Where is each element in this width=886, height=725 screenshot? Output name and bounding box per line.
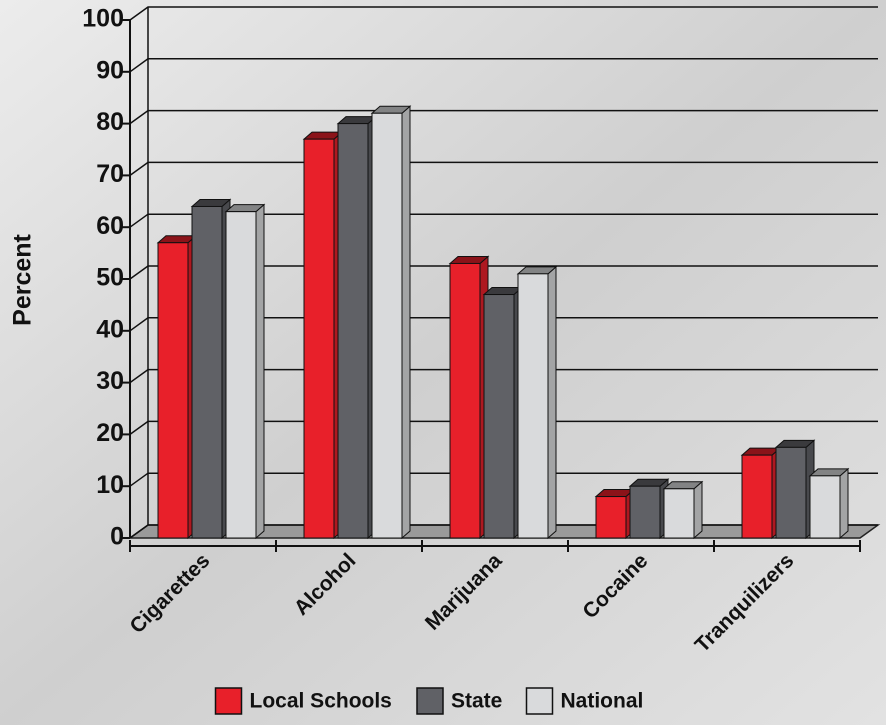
y-tick-label: 90 — [96, 56, 124, 84]
bar-front — [225, 211, 257, 539]
bar-side — [547, 265, 557, 540]
bar — [516, 265, 558, 540]
legend-label: National — [561, 690, 644, 713]
bar-side — [401, 105, 411, 540]
bar-front — [371, 112, 403, 539]
legend-swatch — [525, 687, 554, 715]
bar — [302, 131, 344, 540]
bar — [224, 203, 266, 540]
bar-front — [741, 454, 773, 539]
bar — [808, 467, 850, 540]
bar-side — [255, 203, 265, 540]
legend-label: State — [451, 690, 502, 713]
bar-front — [337, 123, 369, 539]
bar — [190, 198, 232, 540]
bar — [594, 488, 636, 540]
y-axis-label: Percent — [9, 233, 37, 325]
y-tick-label: 20 — [96, 419, 124, 447]
bar — [448, 255, 490, 540]
y-tick-label: 0 — [110, 523, 124, 551]
bar-front — [775, 446, 807, 539]
bar-front — [191, 205, 223, 539]
y-tick-label: 60 — [96, 212, 124, 240]
bar — [774, 439, 816, 540]
y-tick-label: 100 — [82, 5, 124, 33]
bar-front — [157, 242, 189, 539]
bar — [482, 286, 524, 540]
y-tick-label: 80 — [96, 108, 124, 136]
bar — [628, 478, 670, 540]
y-tick-label: 70 — [96, 160, 124, 188]
legend-label: Local Schools — [250, 690, 392, 713]
bar — [156, 234, 198, 540]
bar-front — [595, 496, 627, 539]
y-tick-label: 30 — [96, 367, 124, 395]
bar-front — [809, 475, 841, 539]
y-tick-label: 10 — [96, 471, 124, 499]
bar-front — [663, 488, 695, 539]
legend-swatch — [214, 687, 243, 715]
y-tick-label: 50 — [96, 264, 124, 292]
bar — [336, 115, 378, 540]
bar-front — [517, 273, 549, 539]
bar — [662, 480, 704, 540]
bar — [740, 447, 782, 540]
legend-swatch — [416, 687, 444, 715]
bar-side — [839, 467, 849, 540]
bar-front — [449, 262, 481, 539]
y-tick-label: 40 — [96, 315, 124, 343]
bar-front — [303, 138, 335, 539]
bar-side — [693, 480, 703, 540]
bar — [370, 105, 412, 540]
bar-front — [629, 485, 661, 539]
bar-front — [483, 294, 515, 539]
